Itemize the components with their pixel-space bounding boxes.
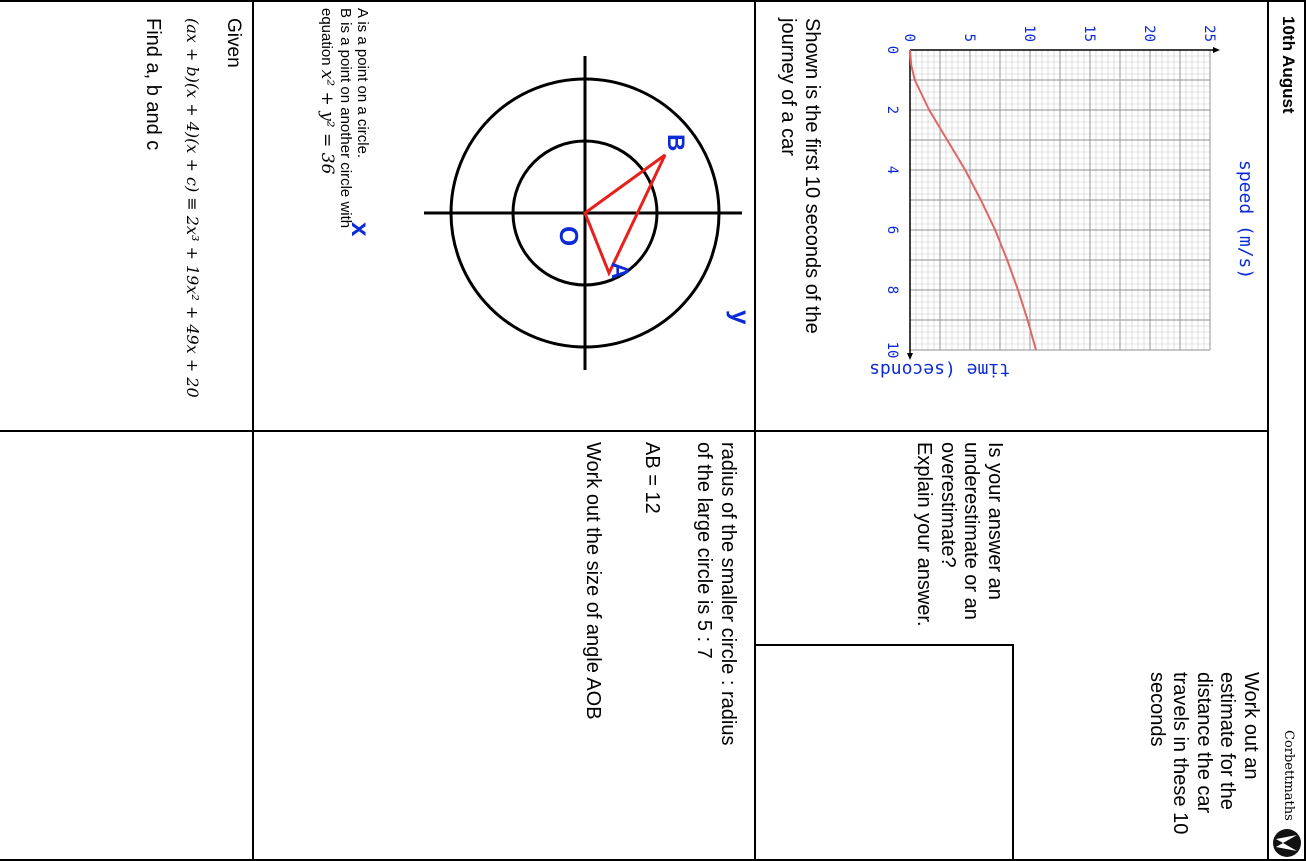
point-label-a: A xyxy=(606,262,633,279)
logo-text: Corbettmaths xyxy=(1281,730,1296,821)
large-circle xyxy=(449,77,721,349)
x-axis-arrow xyxy=(907,353,913,360)
x-tick-label: 8 xyxy=(884,286,900,294)
chart-series-line xyxy=(909,49,1037,351)
corbettmaths-logo: Corbettmaths xyxy=(1270,728,1304,858)
chart-x-axis-label: time (seconds) xyxy=(870,359,1010,380)
chart-axes xyxy=(907,47,1220,360)
sub-divider xyxy=(1012,644,1014,860)
q2-line-1: A is a point on a circle. xyxy=(354,8,371,159)
y-tick-label: 10 xyxy=(1021,25,1037,42)
triangle-aob xyxy=(583,153,667,277)
corbettmaths-logo-icon xyxy=(1273,829,1301,857)
chart-grid-major xyxy=(909,49,1211,351)
q2-ratio-text: radius of the smaller circle : radius of… xyxy=(693,442,739,746)
y-tick-label: 20 xyxy=(1141,25,1157,42)
x-tick-label: 4 xyxy=(884,166,900,174)
y-tick-label: 15 xyxy=(1081,25,1097,42)
y-tick-label: 25 xyxy=(1201,25,1217,42)
small-circle xyxy=(511,139,659,287)
q2-line-2: B is a point on another circle with xyxy=(337,8,355,229)
outer-border-left xyxy=(0,0,1306,2)
sub-divider-right xyxy=(755,644,1014,646)
q1-part-a-text: Work out an estimate for the distance th… xyxy=(1145,672,1262,835)
q2-ab-length: AB = 12 xyxy=(641,442,663,514)
x-tick-label: 6 xyxy=(884,226,900,234)
chart-y-axis-label: speed (m/s) xyxy=(1235,160,1256,279)
origin-label-o: O xyxy=(554,226,584,246)
chart-x-ticks: 0 2 4 6 8 10 xyxy=(884,46,900,359)
q2-line-3-prefix: equation xyxy=(318,8,336,70)
point-label-b: B xyxy=(662,134,689,151)
q3-given-label: Given xyxy=(223,18,244,68)
x-tick-label: 2 xyxy=(884,106,900,114)
x-tick-label: 0 xyxy=(884,46,900,54)
row-divider-1 xyxy=(754,0,756,861)
row-divider-2 xyxy=(252,0,254,861)
y-tick-label: 0 xyxy=(901,34,917,42)
y-tick-label: 5 xyxy=(961,34,977,42)
x-tick-label: 10 xyxy=(884,342,900,359)
q1-intro-text: Shown is the first 10 seconds of the jou… xyxy=(777,18,823,334)
speed-time-chart: 0 2 4 6 8 10 0 5 10 15 20 25 speed (m/s) time (sec… xyxy=(870,25,1256,380)
axis-label-x: x xyxy=(346,222,376,237)
q2-description: A is a point on a circle. B is a point o… xyxy=(317,8,371,308)
q2-line-3: equation x² + y² = 36 xyxy=(317,8,338,308)
axis-label-y: y xyxy=(726,310,750,325)
y-axis-arrow xyxy=(1213,47,1220,53)
chart-y-ticks: 0 5 10 15 20 25 xyxy=(901,25,1217,42)
q2-task-text: Work out the size of angle AOB xyxy=(582,442,604,720)
q1-part-b-text: Is your answer an underestimate or an ov… xyxy=(913,442,1006,627)
circles-diagram: A B O x y xyxy=(346,56,750,370)
page-title: 10th August xyxy=(1279,16,1298,114)
q3-identity: (ax + b)(x + 4)(x + c) ≡ 2x³ + 19x² + 49… xyxy=(183,18,202,398)
circle-equation: x² + y² = 36 xyxy=(317,69,338,175)
q3-task-text: Find a, b and c xyxy=(142,18,164,151)
